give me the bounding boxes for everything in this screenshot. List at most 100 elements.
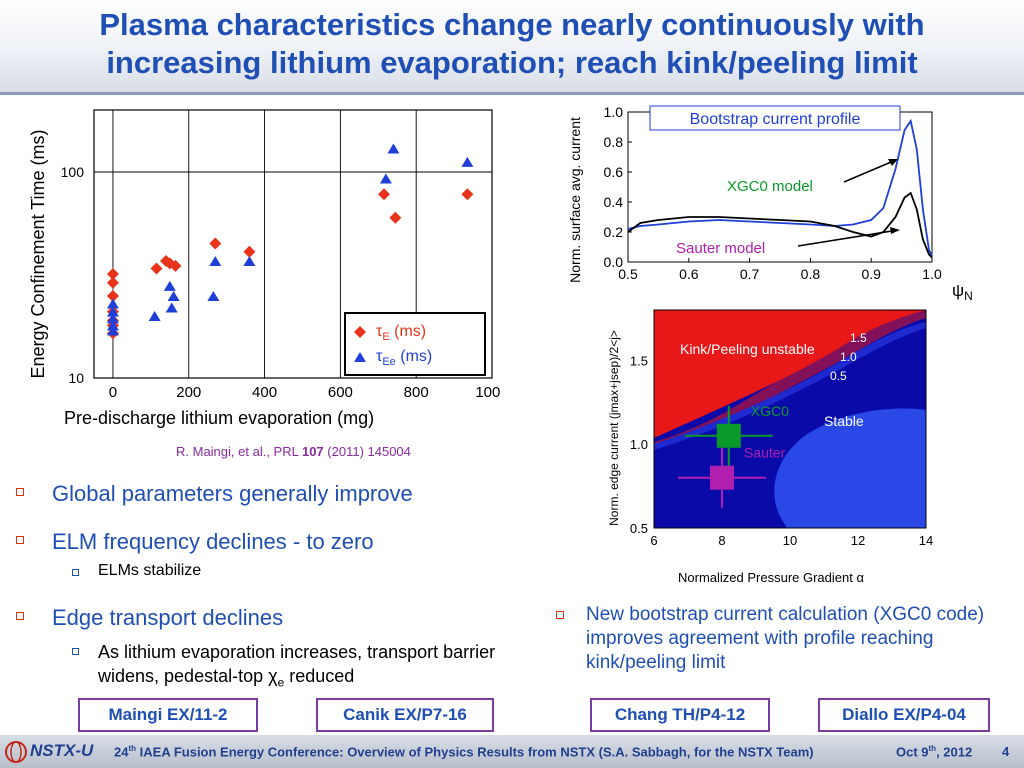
arrow-head-icon <box>890 227 900 234</box>
footer-date: Oct 9th, 2012 <box>896 744 972 759</box>
bootstrap-current-chart: 0.5 0.6 0.7 0.8 0.9 1.0 0.0 0.2 0.4 0.6 0.8 1.0 Nor… <box>567 104 973 303</box>
tauE-point <box>377 188 390 201</box>
bullet-square-icon <box>556 611 564 619</box>
tauEe-point <box>167 291 180 302</box>
x-tick-label: 12 <box>851 533 865 548</box>
slide-title: Plasma characteristics change nearly con… <box>0 6 1024 82</box>
bullet-global-params: Global parameters generally improve <box>52 481 413 506</box>
x-tick-label: 800 <box>404 384 429 401</box>
bullet-xgc0-improvement: New bootstrap current calculation (XGC0 … <box>586 604 985 673</box>
tauEe-point <box>106 298 119 309</box>
bullet-elms-stabilize: ELMs stabilize <box>98 562 202 579</box>
heatmap-regions <box>654 310 926 528</box>
tauE-point <box>106 276 119 289</box>
x-axis-label: Normalized Pressure Gradient α <box>678 570 864 585</box>
bullet-square-icon <box>16 612 24 620</box>
tauEe-point <box>461 156 474 167</box>
bullet-square-icon <box>72 569 79 576</box>
footer-ord-sup: th <box>128 744 137 753</box>
footer-conference: 24th IAEA Fusion Energy Conference: Over… <box>114 744 814 759</box>
region-label-unstable: Kink/Peeling unstable <box>680 341 815 357</box>
data-lines <box>627 118 933 259</box>
x-tick-label: 0 <box>109 384 117 401</box>
ref-canik: Canik EX/P7-16 <box>316 698 494 732</box>
y-tick-label: 1.0 <box>604 104 624 120</box>
equilibrium-marker <box>716 423 741 448</box>
tauE-point <box>150 262 163 275</box>
x-tick-label: 0.6 <box>679 266 699 282</box>
citation-year: (2011) 145004 <box>323 444 411 459</box>
footer-ord: 24 <box>114 744 129 760</box>
y-tick-label: 0.4 <box>604 194 624 210</box>
x-axis-label: Pre-discharge lithium evaporation (mg) <box>64 408 374 428</box>
equilibrium-marker <box>710 465 734 490</box>
bullet-edge-transport: Edge transport declines <box>52 605 284 630</box>
contour-label: 1.5 <box>850 331 867 345</box>
plot-frame <box>627 111 933 263</box>
tauEe-point <box>163 280 176 291</box>
tauEe-point <box>106 325 119 336</box>
x-tick-label: 8 <box>718 533 725 548</box>
x-tick-label: 10 <box>783 533 797 548</box>
tauEe-point <box>209 255 222 266</box>
chart-title: Bootstrap current profile <box>690 111 861 128</box>
tauEe-point <box>207 291 220 302</box>
x-tick-label: 200 <box>176 384 201 401</box>
x-tick-label: 0.8 <box>801 266 821 282</box>
legend-triangle-icon <box>354 352 366 362</box>
y-tick-label: 100 <box>61 164 85 180</box>
x-tick-label: 6 <box>650 533 657 548</box>
bullet-transport-barrier-end: reduced <box>284 666 355 686</box>
tick-labels: 6 8 10 12 14 0.5 1.0 1.5 <box>630 353 933 548</box>
footer-conference-text: IAEA Fusion Energy Conference: Overview … <box>136 744 814 760</box>
legend: τE (ms) τEe (ms) <box>344 312 486 376</box>
tauE-point <box>106 290 119 303</box>
citation-authors: R. Maingi, et al., PRL <box>176 444 302 459</box>
title-line-2: increasing lithium evaporation; reach ki… <box>106 45 918 80</box>
tick-labels: 0 200 400 600 800 1000 10 100 <box>61 164 500 401</box>
y-tick-label: 10 <box>68 370 84 386</box>
y-axis-label: Norm. surface avg. current <box>567 117 583 283</box>
y-tick-label: 1.0 <box>630 437 648 452</box>
chi-subscript: e <box>277 675 285 690</box>
stability-diagram: 6 8 10 12 14 0.5 1.0 1.5 Norm. edge current (jm… <box>607 309 933 585</box>
bullet-elm-frequency: ELM frequency declines - to zero <box>52 529 374 554</box>
y-axis-label: Energy Confinement Time (ms) <box>28 129 48 378</box>
tauE-point <box>389 211 402 224</box>
footer-band <box>0 735 1024 768</box>
citation-volume: 107 <box>301 444 324 459</box>
y-axis-label: Norm. edge current (jmax+jsep)/2<j> <box>607 330 621 526</box>
point-label: XGC0 <box>751 403 789 419</box>
nstx-logo-icon <box>5 741 27 763</box>
series-line <box>627 191 933 259</box>
arrow-head-icon <box>888 159 898 166</box>
plot-frame <box>653 309 927 529</box>
tauE-point <box>243 245 256 258</box>
footer-page-number: 4 <box>1002 744 1010 759</box>
tauEe-point <box>106 313 119 324</box>
x-tick-label: 0.7 <box>740 266 760 282</box>
tick-labels: 0.5 0.6 0.7 0.8 0.9 1.0 0.0 0.2 0.4 0.6 0.8 1.0 <box>604 104 942 282</box>
x-tick-label: 0.5 <box>618 266 638 282</box>
tauE-point <box>169 259 182 272</box>
bullet-square-icon <box>16 488 24 496</box>
tauEe-point <box>387 143 400 154</box>
xgc0-annotation: XGC0 model <box>727 178 813 195</box>
citation: R. Maingi, et al., PRL 107 (2011) 145004 <box>176 444 411 459</box>
tauEe-point <box>379 173 392 184</box>
footer-date-text: Oct 9 <box>896 744 929 760</box>
data-points <box>106 143 474 340</box>
y-tick-label: 0.6 <box>604 164 624 180</box>
x-tick-label: 0.9 <box>861 266 881 282</box>
x-tick-label: 14 <box>919 533 933 548</box>
confinement-time-chart: 0 200 400 600 800 1000 10 100 Energy Confinemen… <box>28 109 500 428</box>
x-tick-label: 600 <box>328 384 353 401</box>
tauEe-point <box>106 320 119 331</box>
x-tick-label: 400 <box>252 384 277 401</box>
ref-maingi: Maingi EX/11-2 <box>78 698 258 732</box>
sauter-annotation: Sauter model <box>676 240 765 257</box>
contour-label: 0.5 <box>830 369 847 383</box>
tauEe-point <box>106 306 119 317</box>
y-tick-label: 1.5 <box>630 353 648 368</box>
series-line <box>627 118 933 257</box>
